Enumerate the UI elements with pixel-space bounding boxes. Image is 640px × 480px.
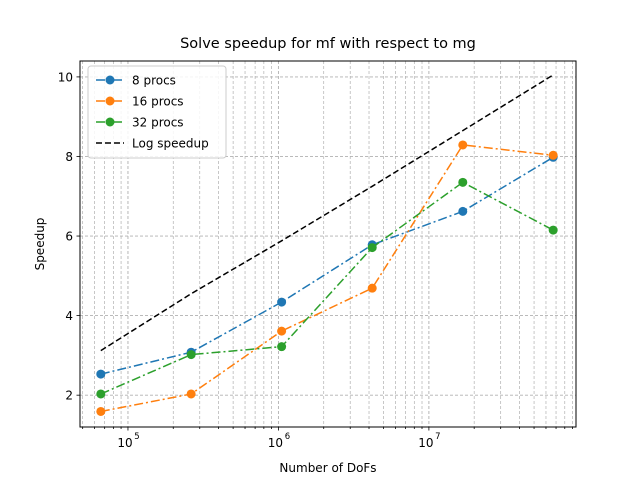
y-axis-label: Speedup bbox=[33, 218, 47, 271]
x-tick-exponent: 6 bbox=[285, 432, 290, 442]
data-point bbox=[186, 350, 196, 360]
series-layer bbox=[96, 74, 558, 416]
legend-label: Log speedup bbox=[132, 137, 209, 151]
series-line-4 bbox=[100, 74, 554, 352]
series-line-3 bbox=[100, 181, 554, 395]
legend-label: 8 procs bbox=[132, 74, 176, 88]
x-tick-label: 10 bbox=[418, 436, 433, 450]
data-point bbox=[96, 369, 106, 379]
data-point bbox=[458, 206, 468, 216]
data-point bbox=[458, 140, 468, 150]
legend-label: 32 procs bbox=[132, 116, 184, 130]
x-tick-exponent: 5 bbox=[134, 432, 139, 442]
data-point bbox=[277, 342, 287, 352]
data-point bbox=[277, 326, 287, 336]
axes-frame bbox=[79, 60, 577, 428]
chart-title: Solve speedup for mf with respect to mg bbox=[180, 36, 476, 52]
series-line-1 bbox=[100, 156, 554, 375]
data-point bbox=[548, 150, 558, 160]
x-tick-label: 10 bbox=[268, 436, 283, 450]
data-point bbox=[277, 297, 287, 307]
data-point bbox=[458, 177, 468, 187]
data-point bbox=[186, 389, 196, 399]
data-point bbox=[367, 243, 377, 253]
y-tick-label: 4 bbox=[65, 309, 73, 323]
y-tick-label: 2 bbox=[65, 389, 73, 403]
y-tick-label: 10 bbox=[58, 70, 73, 84]
x-tick-label: 10 bbox=[117, 436, 132, 450]
series-line-2 bbox=[100, 144, 554, 413]
x-tick-exponent: 7 bbox=[435, 432, 440, 442]
data-point bbox=[367, 283, 377, 293]
legend: 8 procs 16 procs 32 procs Log speedup bbox=[87, 65, 227, 159]
data-point bbox=[548, 225, 558, 235]
legend-label: 16 procs bbox=[132, 95, 184, 109]
y-tick-label: 6 bbox=[65, 230, 73, 244]
data-point bbox=[96, 406, 106, 416]
legend-marker bbox=[105, 75, 115, 85]
x-axis-label: Number of DoFs bbox=[279, 461, 376, 475]
legend-marker bbox=[105, 96, 115, 106]
legend-box bbox=[87, 65, 227, 159]
y-tick-label: 8 bbox=[65, 150, 73, 164]
legend-marker bbox=[105, 117, 115, 127]
data-point bbox=[96, 389, 106, 399]
